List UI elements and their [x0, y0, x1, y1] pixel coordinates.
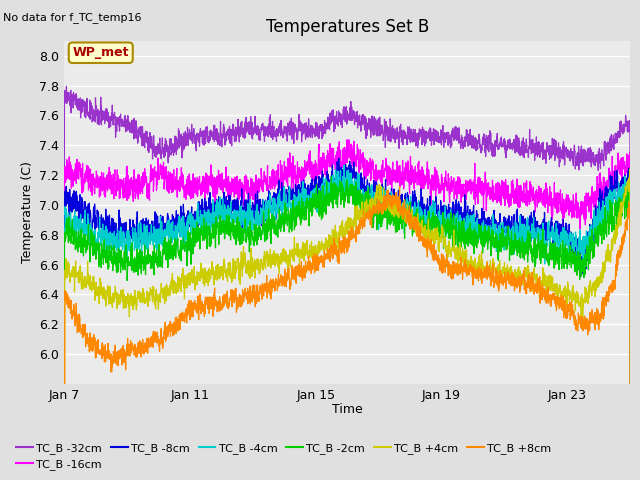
- TC_B -8cm: [186, 212, 193, 217]
- Text: No data for f_TC_temp16: No data for f_TC_temp16: [3, 12, 141, 23]
- TC_B -32cm: [365, 125, 373, 131]
- Line: TC_B +8cm: TC_B +8cm: [64, 187, 630, 480]
- TC_B -4cm: [627, 444, 634, 450]
- TC_B -8cm: [554, 233, 561, 239]
- TC_B +8cm: [149, 341, 157, 347]
- TC_B -2cm: [554, 244, 561, 250]
- TC_B -16cm: [266, 185, 273, 191]
- Title: Temperatures Set B: Temperatures Set B: [266, 18, 429, 36]
- Line: TC_B +4cm: TC_B +4cm: [64, 169, 630, 480]
- TC_B -32cm: [149, 143, 157, 149]
- TC_B -32cm: [266, 127, 273, 132]
- TC_B -32cm: [115, 119, 123, 125]
- Legend: TC_B -32cm, TC_B -16cm, TC_B -8cm, TC_B -4cm, TC_B -2cm, TC_B +4cm, TC_B +8cm: TC_B -32cm, TC_B -16cm, TC_B -8cm, TC_B …: [12, 438, 556, 474]
- TC_B -8cm: [115, 221, 123, 227]
- TC_B -2cm: [186, 235, 193, 240]
- TC_B +4cm: [626, 166, 634, 172]
- TC_B -2cm: [328, 174, 335, 180]
- TC_B +4cm: [554, 289, 561, 295]
- TC_B -4cm: [554, 232, 561, 238]
- TC_B -32cm: [186, 130, 193, 135]
- Line: TC_B -32cm: TC_B -32cm: [64, 86, 630, 480]
- Line: TC_B -16cm: TC_B -16cm: [64, 140, 630, 480]
- TC_B -4cm: [115, 240, 123, 246]
- TC_B +4cm: [266, 263, 273, 269]
- Text: WP_met: WP_met: [72, 46, 129, 59]
- Line: TC_B -4cm: TC_B -4cm: [64, 165, 630, 480]
- TC_B +4cm: [149, 288, 157, 294]
- TC_B -16cm: [343, 137, 351, 143]
- TC_B -16cm: [554, 210, 561, 216]
- TC_B -4cm: [365, 200, 373, 205]
- Line: TC_B -8cm: TC_B -8cm: [64, 158, 630, 480]
- TC_B -8cm: [149, 235, 157, 241]
- TC_B -2cm: [365, 197, 373, 203]
- TC_B +8cm: [396, 184, 403, 190]
- TC_B +8cm: [266, 278, 273, 284]
- TC_B +4cm: [365, 202, 373, 208]
- TC_B -2cm: [149, 252, 157, 258]
- TC_B +4cm: [186, 281, 193, 287]
- TC_B -4cm: [266, 207, 273, 213]
- TC_B -16cm: [149, 168, 157, 174]
- TC_B -8cm: [365, 180, 373, 186]
- TC_B -32cm: [63, 84, 70, 89]
- TC_B -16cm: [115, 176, 123, 182]
- Y-axis label: Temperature (C): Temperature (C): [20, 161, 33, 264]
- TC_B -8cm: [266, 197, 273, 203]
- TC_B -16cm: [627, 438, 634, 444]
- TC_B -2cm: [627, 457, 634, 463]
- Line: TC_B -2cm: TC_B -2cm: [64, 177, 630, 480]
- TC_B -4cm: [186, 221, 193, 227]
- TC_B -4cm: [340, 162, 348, 168]
- TC_B -2cm: [266, 227, 273, 233]
- TC_B -8cm: [627, 451, 634, 456]
- TC_B +4cm: [115, 297, 123, 303]
- TC_B -16cm: [365, 169, 373, 175]
- TC_B -32cm: [554, 150, 561, 156]
- TC_B +8cm: [186, 307, 193, 313]
- TC_B +8cm: [365, 214, 373, 219]
- TC_B -4cm: [149, 231, 157, 237]
- TC_B -16cm: [186, 173, 193, 179]
- X-axis label: Time: Time: [332, 403, 363, 416]
- TC_B -2cm: [115, 253, 123, 259]
- TC_B +8cm: [554, 295, 561, 301]
- TC_B +8cm: [115, 348, 123, 354]
- TC_B -8cm: [335, 155, 342, 161]
